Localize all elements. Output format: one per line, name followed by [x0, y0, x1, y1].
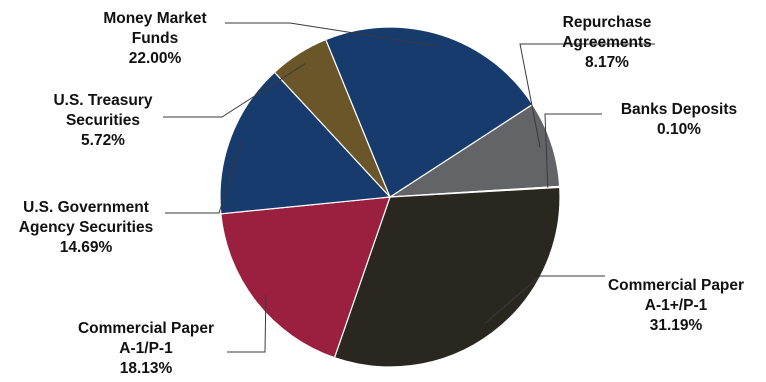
- leader-line-money-market-funds: [225, 22, 438, 47]
- slice-category-label-repurchase-agreements: Repurchase: [563, 14, 652, 31]
- leader-line-repurchase-agreements: [519, 43, 655, 148]
- leader-line-u-s-treasury-securities: [163, 63, 306, 118]
- slice-value-label-commercial-paper-a-1-p-1: 31.19%: [650, 317, 703, 334]
- pie-slice-commercial-paper-a-1-p-1: [333, 186, 561, 368]
- slice-value-label-u-s-treasury-securities: 5.72%: [81, 132, 125, 149]
- slice-value-label-commercial-paper-a-1-p-1: 18.13%: [120, 360, 173, 377]
- slice-category-label-u-s-government-agency-securities: U.S. Government: [23, 199, 149, 216]
- pie-slice-repurchase-agreements: [387, 103, 561, 198]
- leader-line-banks-deposits: [544, 113, 602, 188]
- slice-category-label-banks-deposits: Banks Deposits: [621, 101, 737, 118]
- slice-value-label-money-market-funds: 22.00%: [129, 50, 182, 67]
- slice-category-label-u-s-treasury-securities: U.S. Treasury: [53, 92, 152, 109]
- leader-line-commercial-paper-a-1-p-1: [484, 275, 605, 324]
- pie-labels: Repurchase Agreements 8.17% Banks Deposits 0…: [19, 10, 744, 377]
- pie-slice-u-s-government-agency-securities: [219, 71, 392, 215]
- slice-category-label-commercial-paper-a-1-p-1: Commercial Paper: [78, 320, 214, 337]
- slice-category-label-commercial-paper-a-1-p-1: Commercial Paper: [608, 277, 744, 294]
- leader-line-commercial-paper-a-1-p-1: [227, 294, 267, 353]
- pie-slices: [219, 26, 561, 368]
- slice-category-label-commercial-paper-a-1-p-1: A-1+/P-1: [645, 297, 708, 314]
- slice-value-label-banks-deposits: 0.10%: [657, 121, 701, 138]
- slice-category-label-commercial-paper-a-1-p-1: A-1/P-1: [119, 340, 173, 357]
- leader-line-u-s-government-agency-securities: [165, 140, 243, 214]
- slice-value-label-u-s-government-agency-securities: 14.69%: [60, 239, 113, 256]
- pie-slice-commercial-paper-a-1-p-1: [220, 196, 391, 359]
- slice-category-label-repurchase-agreements: Agreements: [562, 34, 652, 51]
- slice-category-label-u-s-treasury-securities: Securities: [66, 112, 140, 129]
- slice-category-label-money-market-funds: Money Market: [103, 10, 206, 27]
- slice-category-label-u-s-government-agency-securities: Agency Securities: [19, 219, 153, 236]
- slice-value-label-repurchase-agreements: 8.17%: [585, 54, 629, 71]
- slice-category-label-money-market-funds: Funds: [132, 30, 179, 47]
